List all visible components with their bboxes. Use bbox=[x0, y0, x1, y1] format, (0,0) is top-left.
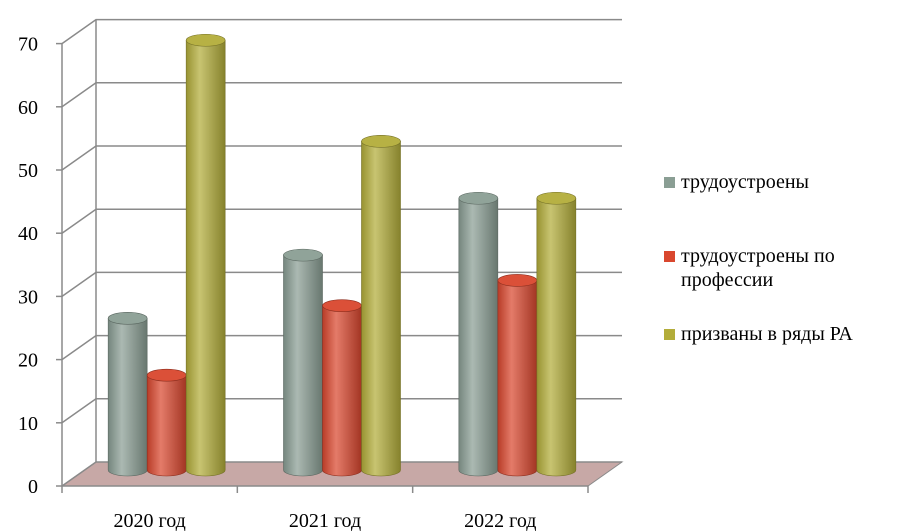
bar bbox=[361, 135, 401, 477]
legend-item-conscripted: призваны в ряды РА bbox=[664, 322, 853, 346]
y-tick-label: 30 bbox=[18, 286, 38, 308]
bar-body bbox=[361, 141, 401, 477]
x-tick-label: 2020 год bbox=[114, 510, 186, 531]
bar bbox=[146, 368, 187, 477]
bar-top bbox=[536, 191, 577, 205]
x-tick-label: 2021 год bbox=[289, 510, 361, 531]
legend-label-employed-by-profession: трудоустроены по профессии bbox=[681, 245, 835, 291]
bar-top bbox=[497, 274, 538, 287]
bar-top bbox=[146, 368, 187, 382]
legend-label-conscripted: призваны в ряды РА bbox=[681, 323, 853, 345]
bar-top bbox=[361, 135, 401, 148]
bar-body bbox=[458, 197, 499, 477]
legend-swatch-employed-by-profession bbox=[664, 251, 675, 262]
bar bbox=[185, 33, 226, 477]
legend-item-employed-by-profession: трудоустроены по профессии bbox=[664, 244, 904, 292]
x-tick-label: 2022 год bbox=[464, 510, 536, 531]
gridline bbox=[61, 461, 622, 487]
bar bbox=[283, 248, 323, 477]
gridline bbox=[61, 208, 622, 234]
y-tick-label: 40 bbox=[18, 223, 38, 245]
legend-swatch-conscripted bbox=[664, 329, 675, 340]
bar bbox=[536, 191, 577, 477]
bar-top bbox=[458, 191, 499, 205]
bar-body bbox=[185, 39, 226, 477]
y-tick-label: 10 bbox=[18, 413, 38, 435]
gridline bbox=[61, 271, 622, 298]
legend-label-employed: трудоустроены bbox=[681, 171, 809, 193]
bar-body bbox=[146, 374, 187, 477]
y-tick-label: 50 bbox=[18, 160, 38, 182]
bar-body bbox=[536, 197, 577, 477]
bar bbox=[458, 191, 499, 477]
y-tick-label: 20 bbox=[18, 350, 38, 372]
bar-body bbox=[283, 254, 323, 477]
gridline bbox=[61, 145, 622, 171]
bar-body bbox=[107, 318, 148, 477]
y-tick-label: 70 bbox=[18, 34, 38, 56]
bar bbox=[497, 274, 538, 477]
y-tick-label: 0 bbox=[28, 476, 38, 498]
bar-top bbox=[185, 33, 226, 47]
bar-top bbox=[322, 299, 362, 312]
gridline bbox=[61, 334, 622, 361]
y-tick-label: 60 bbox=[18, 97, 38, 119]
gridline bbox=[61, 82, 622, 108]
bar bbox=[107, 312, 148, 477]
bar bbox=[322, 299, 362, 477]
gridline bbox=[61, 398, 622, 424]
bar-top bbox=[107, 312, 148, 325]
legend-item-employed: трудоустроены bbox=[664, 170, 809, 194]
gridline bbox=[61, 18, 622, 45]
bar-body bbox=[322, 305, 362, 477]
bar-body bbox=[497, 280, 538, 477]
legend-swatch-employed bbox=[664, 177, 675, 188]
bar-top bbox=[283, 248, 323, 262]
